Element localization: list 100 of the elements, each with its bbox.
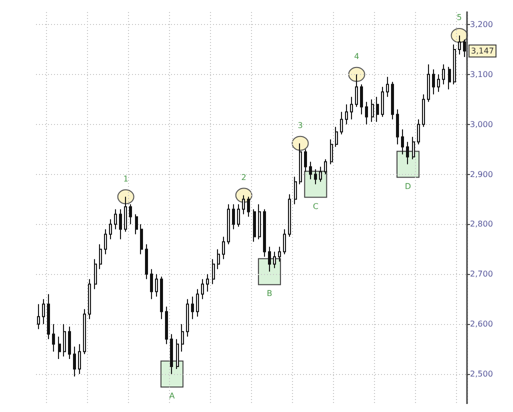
y-tick-label: 3,200 xyxy=(470,20,493,29)
candlestick xyxy=(365,101,368,125)
candlestick xyxy=(124,196,127,232)
y-tick-label: 3,100 xyxy=(470,70,493,79)
candlestick xyxy=(217,248,220,270)
candlestick xyxy=(376,96,379,122)
text: 1 xyxy=(123,174,128,184)
candlestick xyxy=(360,84,363,115)
candlestick xyxy=(212,258,215,285)
candlestick xyxy=(304,148,307,172)
candlestick xyxy=(165,306,168,345)
candlestick xyxy=(458,34,461,55)
candlestick xyxy=(253,208,256,242)
text: C xyxy=(312,202,318,211)
candlestick xyxy=(52,324,55,352)
candlestick xyxy=(99,244,102,270)
candlestick xyxy=(294,176,297,205)
candlestick xyxy=(345,104,348,125)
candlestick xyxy=(278,246,281,262)
candlestick xyxy=(114,208,117,230)
text: 5 xyxy=(456,12,462,22)
candlestick xyxy=(47,294,50,340)
candlestick xyxy=(145,244,148,280)
candlestick xyxy=(160,276,163,320)
candlestick xyxy=(176,338,179,370)
candlestick xyxy=(237,204,240,228)
y-tick-label: 2,700 xyxy=(470,270,493,279)
candlestick xyxy=(432,68,435,95)
candlestick xyxy=(406,141,409,165)
candlestick xyxy=(83,308,86,355)
candlestick xyxy=(442,64,445,85)
candlestick xyxy=(129,204,132,225)
candlestick xyxy=(330,138,333,165)
candlestick xyxy=(309,161,312,180)
candlestick xyxy=(196,288,199,318)
candlestick xyxy=(201,278,204,300)
candlestick xyxy=(181,324,184,352)
candlestick xyxy=(273,251,276,269)
candlestick xyxy=(268,246,271,272)
candlestick xyxy=(227,204,230,245)
candlestick xyxy=(422,94,425,128)
candlestick xyxy=(417,118,420,145)
candlestick xyxy=(242,194,245,215)
y-tick-label: 2,600 xyxy=(470,320,493,329)
candlestick xyxy=(42,298,45,325)
candlestick xyxy=(58,336,61,360)
candlestick xyxy=(63,324,66,358)
candlestick xyxy=(412,136,415,160)
candlestick xyxy=(140,224,143,255)
candlestick xyxy=(314,168,317,185)
candlestick xyxy=(401,128,404,155)
candlestick xyxy=(73,346,76,378)
candlestick xyxy=(355,74,358,108)
text: B xyxy=(266,289,272,298)
y-tick-label: 3,000 xyxy=(470,120,493,129)
candlestick xyxy=(427,64,430,102)
candlestick xyxy=(155,274,158,298)
text: 4 xyxy=(354,52,360,61)
candlestick xyxy=(170,334,173,375)
y-tick-label: 2,800 xyxy=(470,220,493,229)
candlestick xyxy=(299,142,302,185)
y-tick-label: 2,500 xyxy=(470,370,493,379)
candlestick xyxy=(78,344,81,375)
candlestick xyxy=(37,304,40,330)
candlestick xyxy=(206,274,209,292)
candlestick xyxy=(258,204,261,240)
candlestick xyxy=(186,298,189,338)
candlestick xyxy=(150,268,153,300)
candlestick xyxy=(135,214,138,235)
candlestick xyxy=(319,166,322,182)
candlestick xyxy=(104,228,107,255)
candlestick xyxy=(437,74,440,92)
candlestick xyxy=(453,44,456,85)
candlestick xyxy=(396,108,399,145)
candlestick xyxy=(263,208,266,258)
candlestick xyxy=(283,228,286,255)
candlestick xyxy=(68,326,71,360)
text: 3 xyxy=(298,120,303,130)
annotation: 3,147 xyxy=(471,46,494,56)
candlestick xyxy=(463,38,466,58)
text: D xyxy=(404,182,412,191)
candlestick xyxy=(247,196,250,218)
text: 2 xyxy=(241,172,246,182)
candlestick xyxy=(448,66,451,90)
text: A xyxy=(169,392,175,401)
candlestick xyxy=(386,76,389,98)
candlestick xyxy=(350,96,353,120)
candlestick xyxy=(232,204,235,230)
candlestick xyxy=(381,86,384,118)
candlestick xyxy=(335,126,338,148)
candlestick xyxy=(191,296,194,320)
candlestick xyxy=(119,208,122,240)
candlestick xyxy=(88,278,91,320)
candlestick xyxy=(391,81,394,120)
candlestick xyxy=(94,258,97,290)
candlestick xyxy=(222,236,225,260)
candlestick xyxy=(109,218,112,240)
candlestick xyxy=(288,194,291,238)
candlestick xyxy=(371,98,374,122)
y-tick-label: 2,900 xyxy=(470,170,493,179)
